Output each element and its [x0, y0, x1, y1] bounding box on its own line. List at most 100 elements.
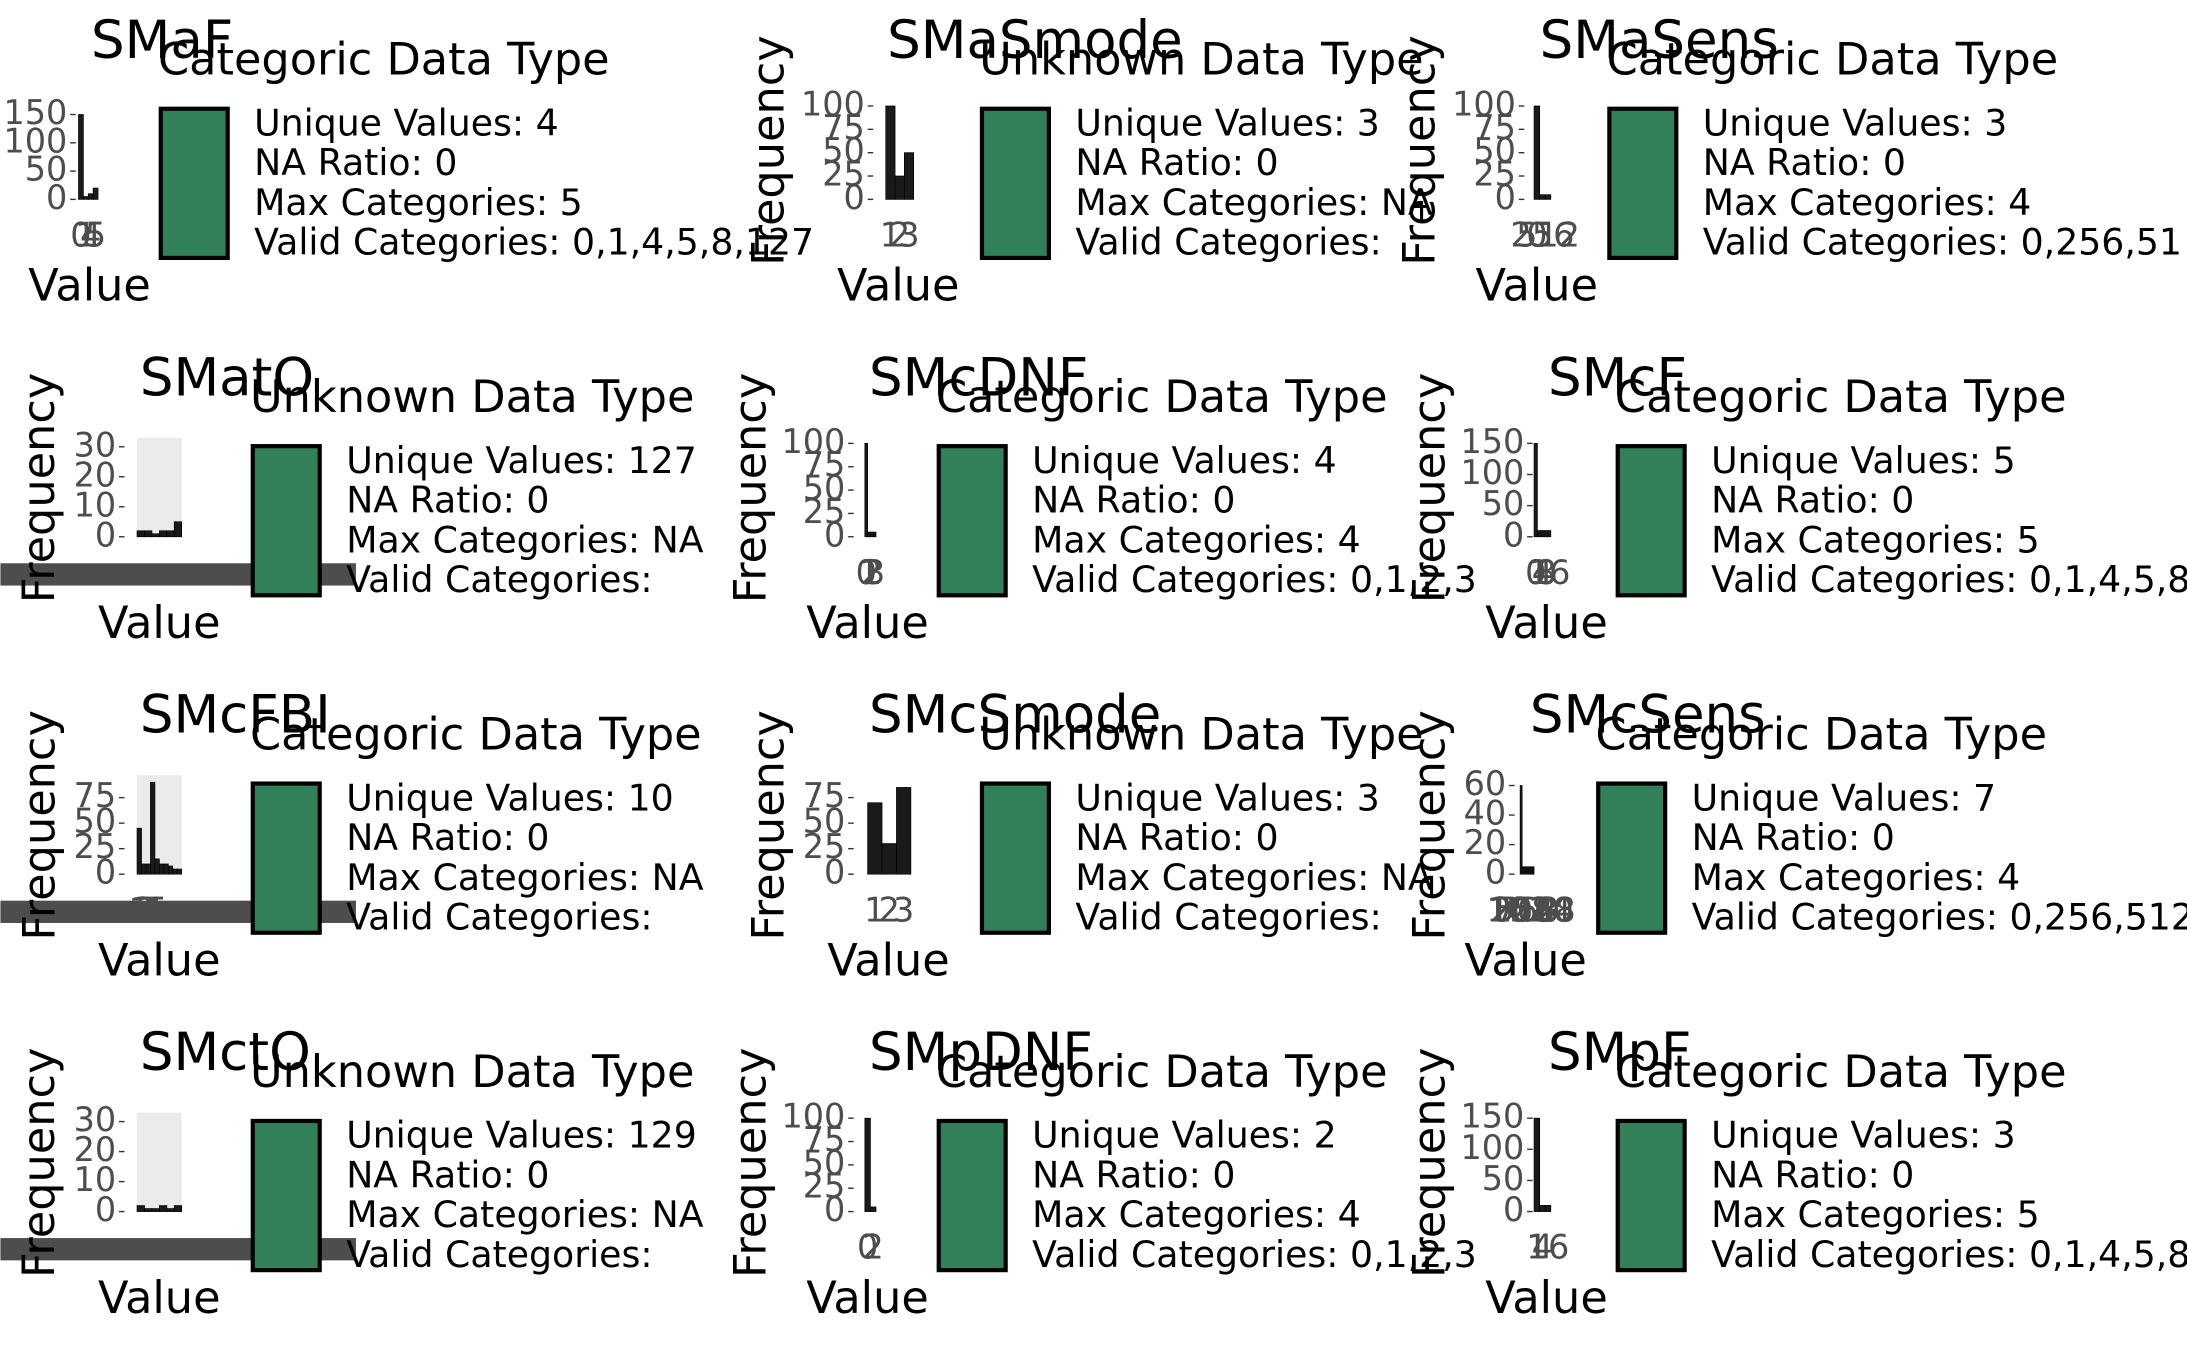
panel-title: SMcF: [1548, 347, 1687, 408]
bar: [163, 863, 169, 875]
type-swatch: [1607, 106, 1679, 261]
x-axis-label: Value: [806, 597, 929, 649]
info-line: Max Categories: NA: [346, 1193, 704, 1236]
info-line: Max Categories: NA: [1075, 181, 1433, 224]
info-line: NA Ratio: 0: [1692, 816, 1895, 859]
y-tick-label: 60: [1464, 764, 1507, 803]
y-tick-label: 25: [1473, 155, 1516, 194]
y-tick-label: 100: [1460, 453, 1524, 492]
panel-title: SMcDNF: [869, 347, 1088, 408]
x-tick-label: 4: [80, 216, 101, 255]
info-line: NA Ratio: 0: [1032, 1153, 1235, 1196]
bar: [1533, 1117, 1540, 1212]
x-tick-label: 0: [1510, 890, 1531, 929]
y-tick-label: 0: [46, 178, 67, 217]
y-tick-label: 150: [1460, 422, 1524, 461]
y-tick-label: 75: [803, 1120, 846, 1159]
plot-background: [137, 1112, 182, 1212]
bar: [896, 787, 912, 875]
info-line: Max Categories: 5: [254, 181, 583, 224]
bar: [864, 443, 868, 538]
bar: [151, 1208, 160, 1212]
y-axis-label: Frequency: [742, 710, 794, 940]
bar: [159, 863, 165, 875]
y-tick-label: 50: [74, 802, 117, 841]
panel-title: SMctO: [140, 1022, 311, 1083]
x-axis-label: Value: [28, 260, 151, 312]
info-line: Max Categories: 5: [1711, 518, 2040, 561]
bar: [151, 533, 160, 538]
panel-subtitle: Unknown Data Type: [979, 34, 1423, 86]
info-line: Max Categories: NA: [346, 518, 704, 561]
bar: [145, 863, 151, 875]
info-line: Max Categories: 4: [1692, 856, 2021, 899]
bar: [144, 1208, 153, 1212]
x-tick-label: 2: [879, 890, 900, 929]
y-tick-label: 150: [3, 93, 67, 132]
bar: [173, 521, 183, 538]
panel-subtitle: Categoric Data Type: [1615, 1046, 2067, 1098]
bar: [904, 152, 914, 200]
info-line: Unique Values: 2: [1032, 1114, 1337, 1157]
y-axis-label: Frequency: [13, 1048, 65, 1278]
bar: [1540, 530, 1545, 538]
info-line: Valid Categories: 0,256,51: [1703, 221, 2182, 264]
panel-title: SMpDNF: [869, 1022, 1093, 1083]
info-line: NA Ratio: 0: [346, 816, 549, 859]
plot-background: [137, 437, 182, 537]
info-line: Unique Values: 10: [346, 776, 674, 819]
info-line: NA Ratio: 0: [1075, 816, 1278, 859]
panel-subtitle: Categoric Data Type: [1595, 709, 2047, 761]
y-tick-label: 75: [803, 776, 846, 815]
x-tick-label: 2048: [1491, 890, 1576, 929]
info-line: Unique Values: 127: [346, 439, 697, 482]
type-swatch: [979, 781, 1051, 935]
x-tick-label: 1024: [1487, 890, 1572, 929]
bar: [166, 530, 175, 538]
bar: [136, 1205, 145, 1212]
bar: [1519, 785, 1523, 875]
y-tick-label: 25: [74, 827, 117, 866]
y-tick-label: 75: [74, 776, 117, 815]
y-tick-label: 0: [1503, 515, 1524, 554]
info-line: Max Categories: NA: [346, 856, 704, 899]
info-line: Max Categories: 4: [1032, 518, 1361, 561]
y-axis-label: Frequency: [1403, 710, 1455, 940]
panel-subtitle: Unknown Data Type: [979, 709, 1423, 761]
y-axis-label: Frequency: [1403, 373, 1455, 603]
bar: [1547, 530, 1552, 538]
x-axis-label: Value: [1485, 597, 1608, 649]
x-tick-label: 5: [146, 890, 167, 929]
y-tick-label: 50: [1482, 484, 1525, 523]
info-line: NA Ratio: 0: [1711, 1153, 1914, 1196]
type-swatch: [1615, 1118, 1687, 1273]
x-tick-label: 0: [856, 553, 877, 592]
info-line: Valid Categories: 0,256,512: [1692, 895, 2187, 938]
y-axis-label: Frequency: [1394, 35, 1446, 265]
y-tick-label: 10: [74, 485, 117, 524]
x-tick-label: 2: [861, 553, 882, 592]
panel-title: SMaF: [91, 10, 233, 71]
x-tick-label: 1: [880, 216, 901, 255]
y-tick-label: 30: [74, 1100, 117, 1139]
bar: [1539, 1205, 1546, 1212]
panel-title: SMaSens: [1540, 10, 1779, 71]
x-tick-label: 0: [1526, 216, 1547, 255]
y-tick-label: 25: [803, 1167, 846, 1206]
bar: [141, 863, 147, 875]
y-tick-label: 0: [1485, 853, 1506, 892]
panel-title: SMcSens: [1530, 685, 1766, 746]
bar: [166, 1208, 175, 1212]
y-tick-label: 0: [1503, 1190, 1524, 1229]
y-tick-label: 50: [1482, 1159, 1525, 1198]
info-line: Valid Categories:: [346, 558, 652, 601]
x-axis-label: Value: [98, 1272, 221, 1324]
x-tick-label: 0: [857, 1228, 878, 1267]
panel-subtitle: Categoric Data Type: [936, 371, 1388, 423]
type-swatch: [1615, 444, 1687, 598]
bar: [867, 802, 883, 875]
y-tick-label: 0: [824, 515, 845, 554]
y-tick-label: 20: [74, 1130, 117, 1169]
bar: [864, 1117, 871, 1212]
